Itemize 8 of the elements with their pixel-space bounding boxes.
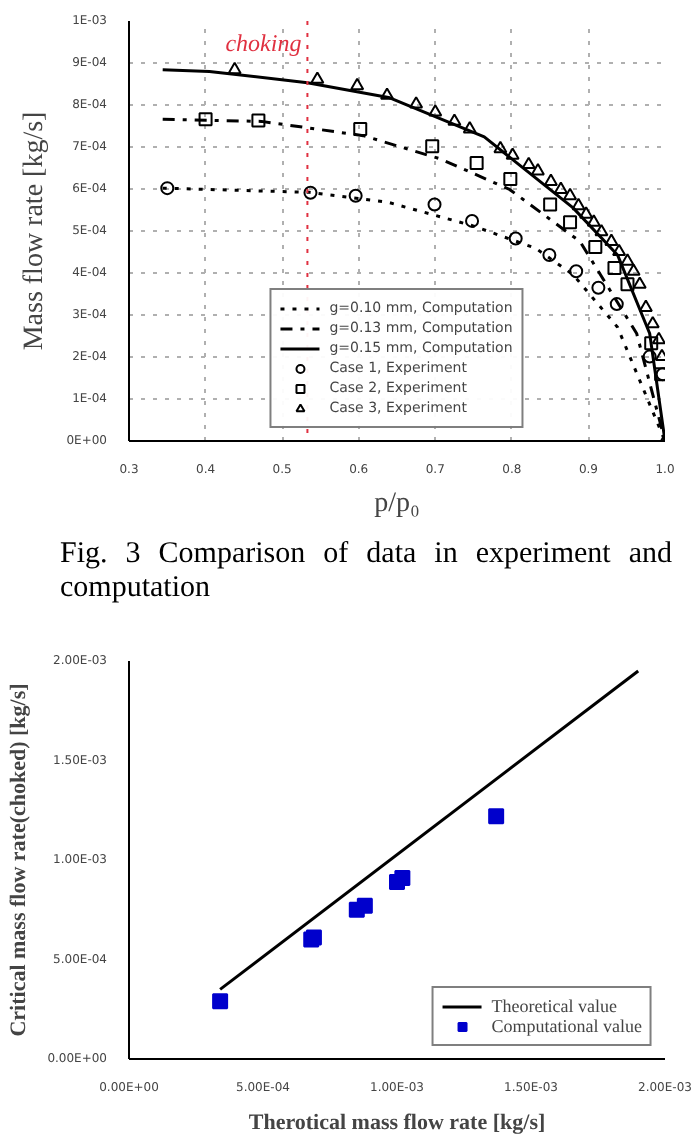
x-axis-title: Therotical mass flow rate [kg/s] bbox=[248, 1111, 546, 1135]
ref-line-label: choking bbox=[225, 29, 302, 57]
legend-label: Computational value bbox=[491, 1016, 642, 1036]
legend-label: Theoretical value bbox=[491, 996, 617, 1016]
caption: Fig. 3 Comparison of data in experiment and computation bbox=[60, 538, 672, 606]
x-axis-title: p/p₀ bbox=[374, 489, 421, 519]
y-axis-title: Critical mass flow rate(choked) [kg/s] bbox=[7, 683, 32, 1037]
y-axis-title: Mass flow rate [kg/s] bbox=[20, 111, 51, 351]
